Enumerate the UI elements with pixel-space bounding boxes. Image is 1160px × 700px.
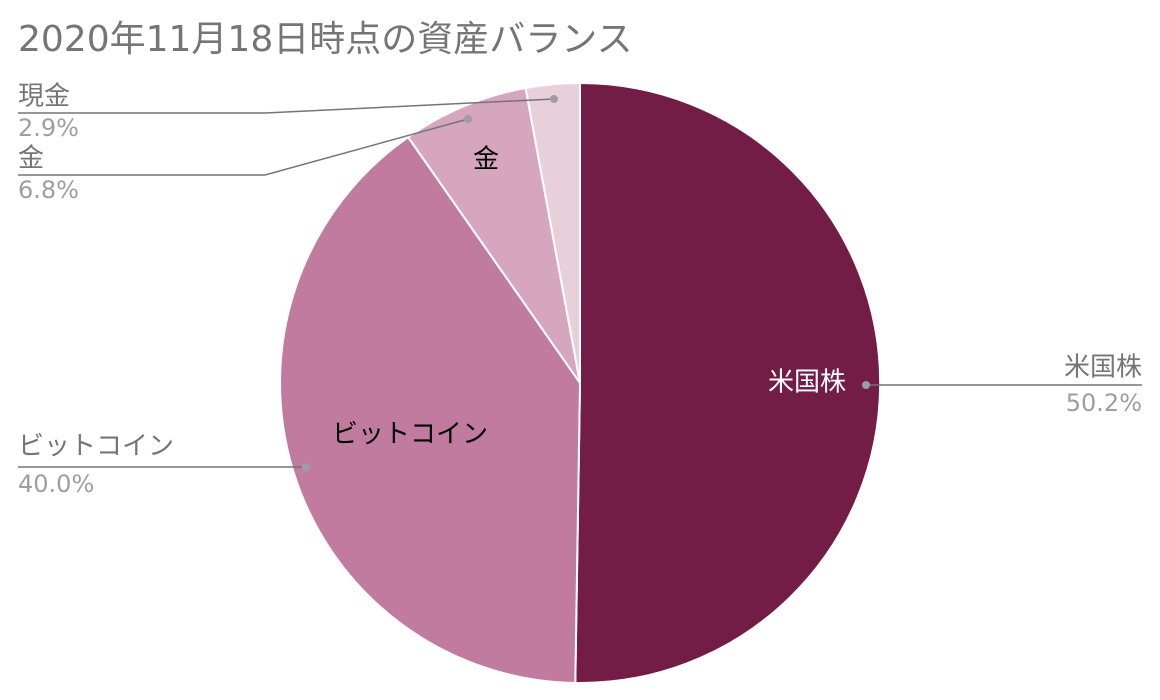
outer-label-group-us-stocks: 米国株 50.2%: [862, 353, 1142, 417]
outer-percent-bitcoin: 40.0%: [18, 470, 94, 498]
outer-label-cash: 現金: [18, 82, 70, 112]
leader-dot-us-stocks: [862, 381, 870, 389]
outer-label-group-cash: 現金2.9%: [18, 82, 558, 142]
leader-dot-gold: [464, 115, 472, 123]
chart-title: 2020年11月18日時点の資産バランス: [18, 19, 633, 60]
inner-label-us-stocks: 米国株: [768, 368, 846, 398]
pie-slice-cash: [524, 81, 581, 384]
leader-line-cash: [18, 98, 555, 114]
pie-slice-gold: [406, 86, 581, 384]
outer-percent-us-stocks: 50.2%: [1066, 389, 1142, 417]
leader-dot-bitcoin: [302, 463, 310, 471]
outer-percent-gold: 6.8%: [18, 176, 79, 204]
pie-slice-bitcoin: [279, 135, 582, 684]
outer-label-group-gold: 金6.8%: [18, 115, 472, 204]
outer-percent-cash: 2.9%: [18, 114, 79, 142]
outer-label-gold: 金: [18, 144, 44, 174]
outer-label-bitcoin: ビットコイン: [18, 432, 174, 462]
leader-line-gold: [18, 118, 469, 176]
inner-label-gold: 金: [473, 145, 499, 175]
outer-label-us-stocks: 米国株: [1064, 353, 1142, 383]
pie-slices: [279, 81, 882, 684]
inner-label-bitcoin: ビットコイン: [332, 420, 488, 450]
leader-dot-cash: [550, 95, 558, 103]
outer-label-group-bitcoin: ビットコイン 40.0%: [18, 432, 310, 498]
